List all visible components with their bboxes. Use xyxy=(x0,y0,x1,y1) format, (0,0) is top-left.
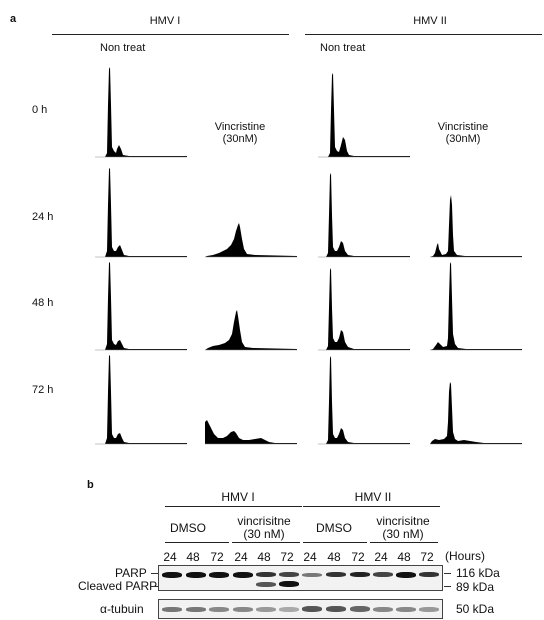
band-parp-full xyxy=(162,572,182,578)
histogram-hmv2-vincristine-48h xyxy=(430,262,522,351)
histogram-hmv1-vincristine-72h xyxy=(205,420,297,445)
column-label-vincristine-hmv2: Vincristine (30nM) xyxy=(437,121,489,145)
blot-marker-tick xyxy=(151,586,158,587)
lane-label: 72 xyxy=(280,550,294,564)
lane-label: 24 xyxy=(163,550,177,564)
blot-group-header-hmv2: HMV II xyxy=(354,490,392,504)
treatment-name: Vincristine xyxy=(437,121,489,133)
band-parp-full xyxy=(279,572,299,577)
column-label-vincristine-hmv1: Vincristine (30nM) xyxy=(214,121,266,145)
blot-marker-tick xyxy=(444,586,451,587)
histogram-hmv1-control-0h xyxy=(95,67,187,158)
hours-label: (Hours) xyxy=(445,549,486,563)
band-tubulin xyxy=(209,607,229,612)
blot-label-parp: PARP xyxy=(115,566,147,580)
band-parp-full xyxy=(209,572,229,578)
histogram-hmv2-vincristine-24h xyxy=(430,195,522,258)
histogram-hmv2-control-72h xyxy=(318,356,410,445)
western-blot-parp xyxy=(158,565,443,591)
histogram-hmv2-control-24h xyxy=(318,173,410,258)
condition-underline-vincristine-hmv1 xyxy=(232,542,300,543)
band-cleaved-parp xyxy=(256,582,276,587)
band-tubulin xyxy=(186,607,206,612)
blot-marker-tick xyxy=(444,573,451,574)
blot-label-tubulin: α-tubuin xyxy=(100,602,144,616)
lane-label: 24 xyxy=(303,550,317,564)
band-tubulin xyxy=(419,607,439,612)
size-label-50kda: 50 kDa xyxy=(456,602,495,616)
band-tubulin xyxy=(302,606,322,612)
column-label-non-treat-hmv2: Non treat xyxy=(320,42,366,54)
histogram-hmv1-vincristine-48h xyxy=(205,310,297,351)
treatment-dose: (30nM) xyxy=(222,132,258,145)
condition-dose: (30 nM) xyxy=(243,526,285,541)
panel-b-label: b xyxy=(87,479,94,491)
band-tubulin xyxy=(233,607,253,612)
band-parp-full xyxy=(302,573,322,577)
band-parp-full xyxy=(233,572,253,578)
histogram-hmv1-control-72h xyxy=(95,355,187,445)
blot-label-cleaved-parp: Cleaved PARP xyxy=(78,579,158,593)
band-tubulin xyxy=(256,607,276,612)
band-parp-full xyxy=(256,572,276,577)
timepoint-label-24h: 24 h xyxy=(32,211,54,223)
histogram-hmv2-control-0h xyxy=(318,73,410,158)
lane-label: 24 xyxy=(374,550,388,564)
band-parp-full xyxy=(350,572,370,577)
size-label-116kda: 116 kDa xyxy=(456,566,500,580)
panel-a-label: a xyxy=(10,13,17,25)
blot-group-underline-hmv2 xyxy=(303,506,440,507)
group-underline-hmv1 xyxy=(52,34,289,35)
condition-underline-vincristine-hmv2 xyxy=(370,542,438,543)
histogram-hmv1-control-48h xyxy=(95,262,187,351)
band-tubulin xyxy=(373,607,393,612)
timepoint-label-0h: 0 h xyxy=(32,104,48,116)
column-label-non-treat-hmv1: Non treat xyxy=(100,42,146,54)
blot-marker-tick xyxy=(151,573,158,574)
histogram-hmv2-vincristine-72h xyxy=(430,382,522,445)
band-parp-full xyxy=(326,572,346,577)
band-parp-full xyxy=(186,572,206,578)
band-tubulin xyxy=(162,607,182,612)
condition-label-dmso-hmv1: DMSO xyxy=(170,521,206,535)
condition-label-vincristine-hmv1: vincrisitne (30 nM) xyxy=(237,515,290,540)
lane-label: 24 xyxy=(234,550,248,564)
band-cleaved-parp xyxy=(279,581,299,587)
blot-group-underline-hmv1 xyxy=(165,506,302,507)
condition-label-vincristine-hmv2: vincrisitne (30 nM) xyxy=(376,515,429,540)
condition-underline-dmso-hmv1 xyxy=(165,542,229,543)
condition-name: vincrisitne xyxy=(237,514,291,528)
band-parp-full xyxy=(419,572,439,577)
western-blot-tubulin xyxy=(158,599,443,619)
timepoint-label-72h: 72 h xyxy=(32,384,54,396)
condition-label-dmso-hmv2: DMSO xyxy=(316,521,352,535)
lane-label: 72 xyxy=(210,550,224,564)
lane-label: 48 xyxy=(397,550,411,564)
condition-underline-dmso-hmv2 xyxy=(303,542,367,543)
treatment-name: Vincristine xyxy=(214,121,266,133)
size-label-89kda: 89 kDa xyxy=(456,580,495,594)
lane-label: 72 xyxy=(420,550,434,564)
histogram-hmv2-control-48h xyxy=(318,268,410,351)
group-underline-hmv2 xyxy=(305,34,542,35)
group-header-hmv1: HMV I xyxy=(149,15,181,27)
condition-dose: (30 nM) xyxy=(382,526,424,541)
band-parp-full xyxy=(373,572,393,577)
lane-label: 72 xyxy=(351,550,365,564)
group-header-hmv2: HMV II xyxy=(413,15,447,27)
condition-name: vincrisitne xyxy=(376,514,430,528)
treatment-dose: (30nM) xyxy=(445,132,481,145)
timepoint-label-48h: 48 h xyxy=(32,297,54,309)
band-parp-full xyxy=(396,572,416,578)
blot-group-header-hmv1: HMV I xyxy=(221,490,255,504)
band-tubulin xyxy=(279,607,299,612)
lane-label: 48 xyxy=(257,550,271,564)
lane-label: 48 xyxy=(327,550,341,564)
lane-label: 48 xyxy=(186,550,200,564)
histogram-hmv1-control-24h xyxy=(95,168,187,258)
band-tubulin xyxy=(326,606,346,612)
band-tubulin xyxy=(396,607,416,612)
band-tubulin xyxy=(350,606,370,612)
histogram-hmv1-vincristine-24h xyxy=(205,223,297,258)
